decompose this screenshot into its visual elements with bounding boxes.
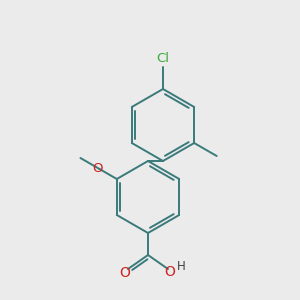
Text: Cl: Cl	[157, 52, 169, 65]
Text: O: O	[92, 161, 103, 175]
Text: H: H	[177, 260, 185, 274]
Text: O: O	[165, 265, 176, 279]
Text: O: O	[120, 266, 130, 280]
